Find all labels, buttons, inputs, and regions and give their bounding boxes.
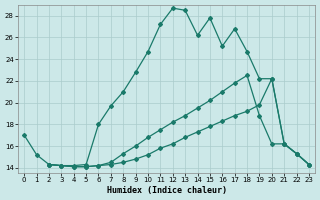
X-axis label: Humidex (Indice chaleur): Humidex (Indice chaleur): [107, 186, 227, 195]
